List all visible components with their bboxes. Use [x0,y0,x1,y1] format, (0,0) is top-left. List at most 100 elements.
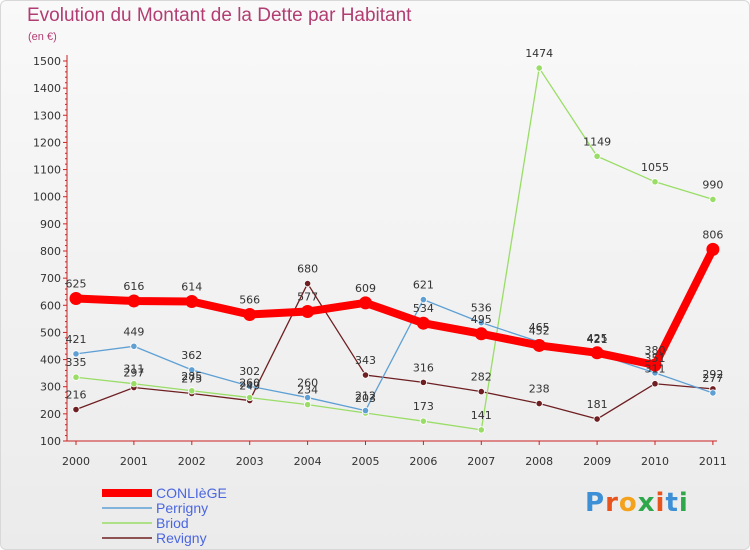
data-label: 302 [239,365,260,378]
data-label: 362 [181,349,202,362]
x-tick-label: 2006 [409,455,437,468]
y-tick-label: 1200 [33,136,61,149]
legend-label-perrigny: Perrigny [156,500,208,516]
data-point [590,346,604,360]
data-point [532,338,546,352]
data-label: 173 [413,400,434,413]
series-line-briod [75,67,714,431]
data-label: 249 [239,380,260,393]
y-tick-label: 800 [40,245,61,258]
data-label: 203 [355,392,376,405]
data-point [593,152,601,160]
logo-letter: t [665,488,679,518]
data-point [709,195,717,204]
x-tick-label: 2007 [467,455,495,468]
y-tick-label: 600 [40,299,61,312]
y-tick-label: 1100 [33,164,61,177]
data-label: 806 [702,228,723,241]
logo-letter: x [637,488,656,518]
data-point [535,399,543,408]
data-point [69,292,83,305]
data-point [185,294,199,308]
data-point [361,371,370,379]
logo-letter: i [678,488,689,518]
data-point [72,350,80,358]
logo-letter: P [585,488,606,518]
data-label: 421 [66,333,87,346]
axes: 100 200 300 400 500 600 700 800 900 1000 1100 1200 1… [33,55,727,468]
data-label: 625 [66,278,87,291]
data-label: 234 [297,384,318,397]
data-label: 238 [529,383,550,396]
data-label: 536 [471,302,492,315]
data-point [127,294,141,308]
x-tick-label: 2000 [62,455,90,468]
x-tick-label: 2011 [699,455,727,468]
x-tick-label: 2005 [352,455,380,468]
data-label: 380 [645,344,666,357]
x-tick-label: 2002 [178,455,206,468]
data-point [303,401,312,409]
data-label: 609 [355,282,376,295]
data-point [419,295,427,304]
data-point [706,242,720,256]
data-point [651,178,659,186]
data-label: 351 [645,352,666,365]
data-label: 343 [355,354,376,367]
data-label: 495 [471,313,492,326]
data-label: 311 [123,363,144,376]
data-label: 452 [529,324,550,337]
proxiti-logo: Proxiti [585,488,689,518]
data-point [419,417,427,425]
series-briod [72,64,717,434]
data-point [709,389,717,397]
y-tick-label: 400 [40,354,61,367]
data-label: 216 [66,389,87,402]
y-tick-label: 1000 [33,191,61,204]
legend-label-revigny: Revigny [156,530,207,546]
data-point [188,387,196,395]
data-point [72,373,80,381]
x-tick-label: 2004 [294,455,322,468]
data-label: 311 [645,363,666,376]
data-point [477,426,485,434]
data-point [303,393,312,402]
logo-letter: o [618,488,638,518]
data-label: 449 [123,325,144,338]
data-point [593,415,601,423]
data-label: 212 [355,390,376,403]
data-point [361,406,370,415]
data-label: 614 [181,280,202,293]
legend-label-conli-ge: CONLIèGE [156,485,227,501]
y-tick-label: 1500 [33,55,61,68]
y-tick-label: 300 [40,381,61,394]
data-label: 277 [702,372,723,385]
data-point [188,366,196,374]
y-tick-label: 900 [40,218,61,231]
y-tick-label: 500 [40,326,61,339]
x-tick-label: 2003 [236,455,264,468]
data-point [651,380,659,388]
data-label: 616 [123,280,144,293]
y-tick-label: 1400 [33,82,61,95]
series-line-conli-ge [72,245,717,369]
data-label: 1149 [583,135,611,148]
data-point [246,382,254,390]
data-label: 421 [587,333,608,346]
data-label: 680 [297,263,318,276]
data-label: 285 [181,370,202,383]
data-label: 534 [413,302,434,315]
data-labels: 216 297 275 249 680 343 316 282 238 181 311 292 335 3… [66,47,724,422]
data-point [477,319,485,327]
data-point [243,308,257,322]
series-conli-ge [69,242,720,372]
data-label: 260 [239,377,260,390]
data-label: 275 [181,373,202,386]
data-label: 181 [587,398,608,411]
data-label: 297 [123,367,144,380]
data-label: 566 [239,294,260,307]
x-tick-label: 2009 [583,455,611,468]
